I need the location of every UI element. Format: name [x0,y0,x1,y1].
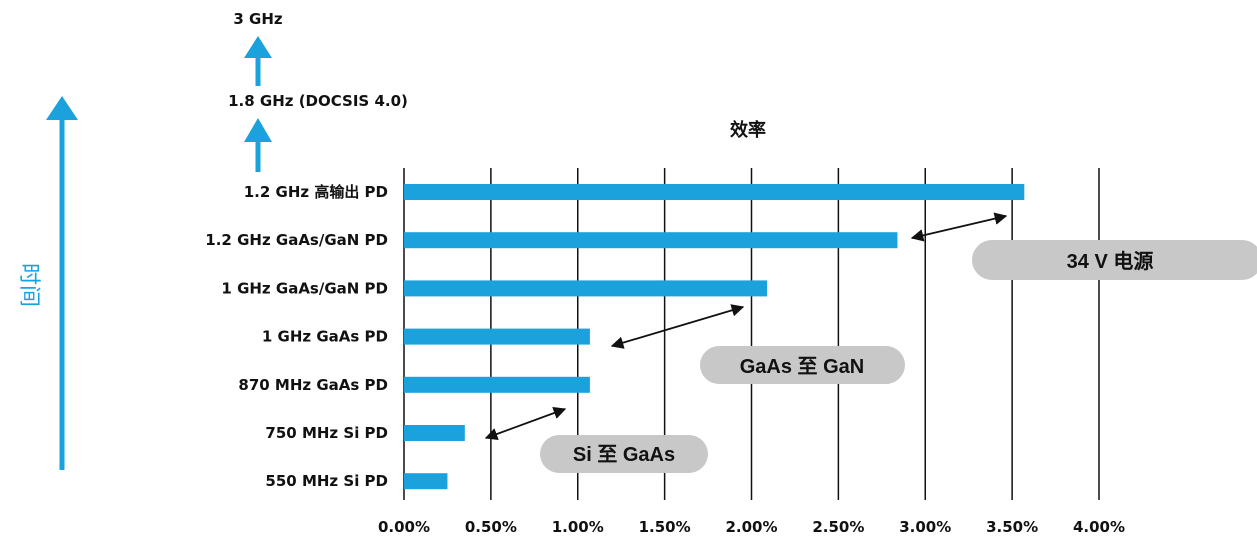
bar [404,473,448,490]
freq-step-3ghz: 3 GHz [233,10,283,28]
x-tick-labels: 0.00% 0.50% 1.00% 1.50% 2.00% 2.50% 3.00% 3.50%… [378,518,1125,536]
time-label: 时间 [16,263,41,307]
x-tick-label: 0.00% [378,518,430,536]
bar [404,376,590,393]
bar [404,328,590,345]
annotation-pill-34v [972,240,1257,280]
bar [404,425,465,441]
time-arrow-head [46,96,78,120]
x-tick-label: 2.50% [812,518,864,536]
annotations: 34 V 电源 GaAs 至 GaN Si 至 GaAs [484,212,1257,473]
bar [404,184,1025,200]
up-arrow-2-head [244,118,272,142]
x-tick-label: 0.50% [465,518,517,536]
category-label: 1 GHz GaAs PD [262,328,388,346]
category-label: 550 MHz Si PD [265,472,388,490]
x-tick-label: 1.50% [639,518,691,536]
time-axis: 时间 [16,96,78,470]
frequency-progression: 3 GHz 1.8 GHz (DOCSIS 4.0) [228,10,408,172]
annotation-pill-gaas-gan [700,346,905,384]
x-tick-label: 4.00% [1073,518,1125,536]
bars [404,184,1025,490]
transition-arrow-34v [910,212,1008,242]
category-label: 1.2 GHz GaAs/GaN PD [205,231,388,249]
up-arrow-1-head [244,36,272,58]
x-tick-label: 3.50% [986,518,1038,536]
annotation-si-gaas-text: Si 至 GaAs [573,444,675,466]
transition-arrow-gaas-gan [610,304,745,349]
x-tick-label: 1.00% [552,518,604,536]
bar [404,280,768,297]
transition-arrow-si-gaas [484,406,567,441]
x-tick-label: 2.00% [725,518,777,536]
annotation-34v-text: 34 V 电源 [1067,250,1154,273]
category-label: 870 MHz GaAs PD [238,376,388,394]
freq-step-1-8ghz: 1.8 GHz (DOCSIS 4.0) [228,92,408,110]
x-tick-label: 3.00% [899,518,951,536]
category-labels: 1.2 GHz 高输出 PD 1.2 GHz GaAs/GaN PD 1 GHz G… [205,183,388,490]
annotation-gaas-gan-text: GaAs 至 GaN [740,356,864,378]
category-label: 1 GHz GaAs/GaN PD [221,279,388,297]
annotation-pill-si-gaas [540,435,708,473]
chart-title: 效率 [730,119,766,141]
bar [404,232,898,249]
category-label: 750 MHz Si PD [265,424,388,442]
category-label: 1.2 GHz 高输出 PD [244,183,388,201]
